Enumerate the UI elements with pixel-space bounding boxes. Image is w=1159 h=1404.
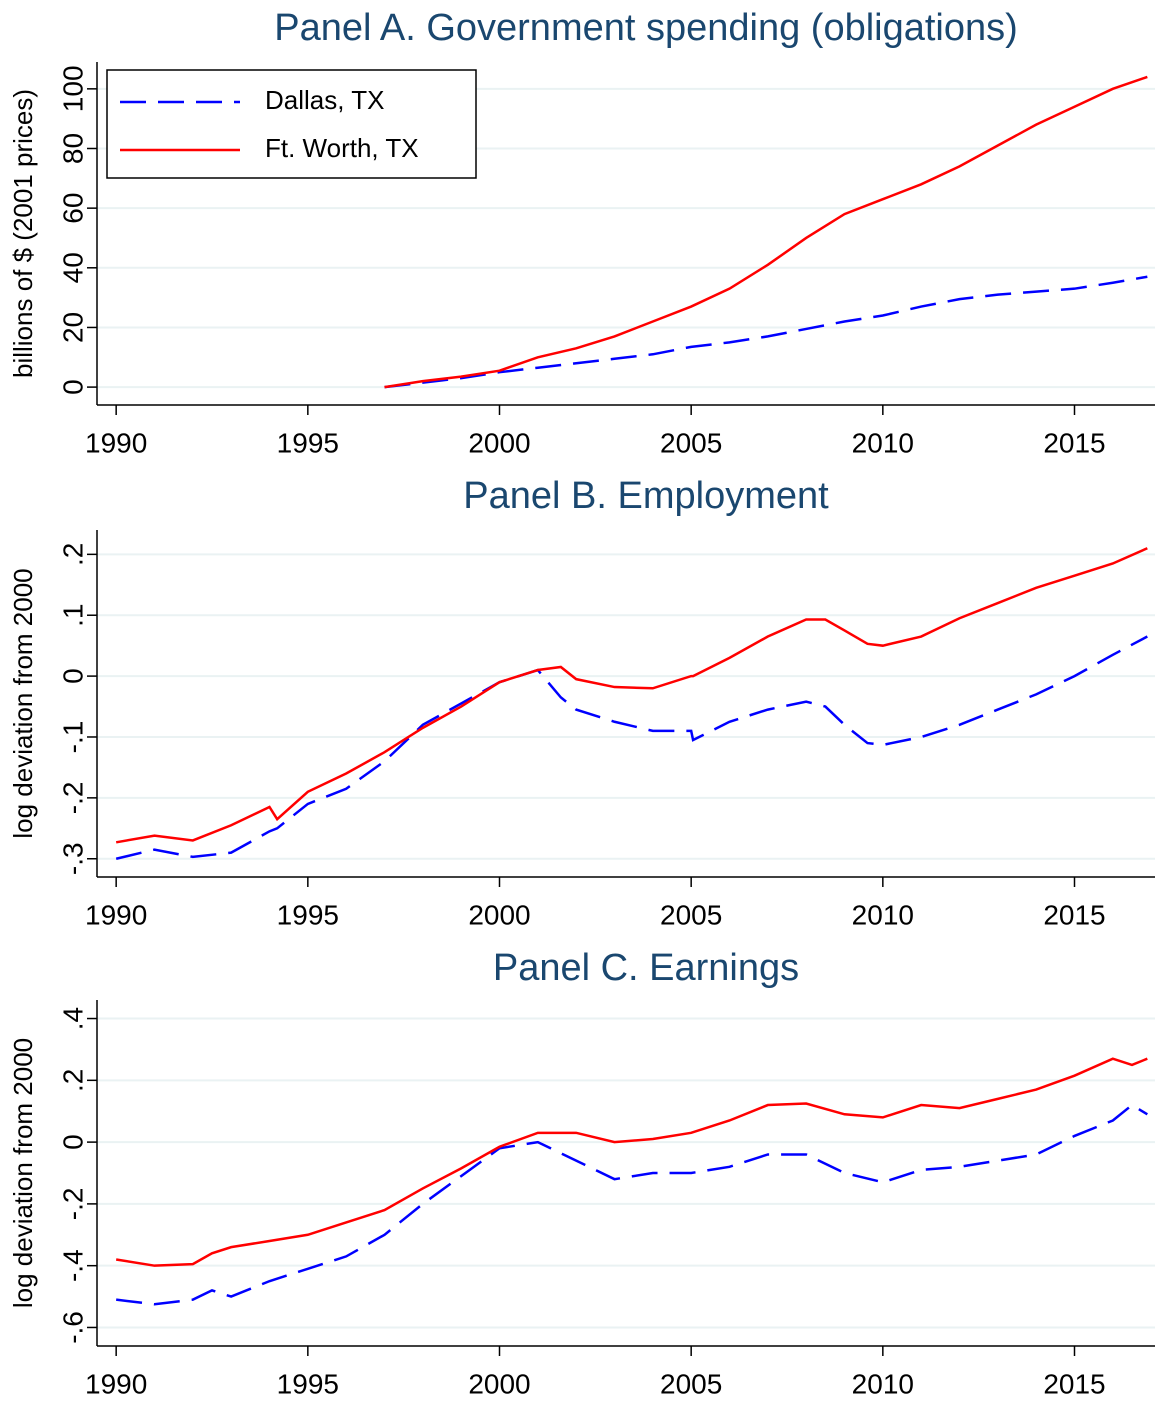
legend-label: Dallas, TX bbox=[265, 85, 384, 115]
series-line bbox=[115, 635, 1148, 860]
y-tick-label: .4 bbox=[57, 1007, 88, 1030]
y-tick-label: -.3 bbox=[57, 842, 88, 875]
y-tick-label: .2 bbox=[57, 543, 88, 566]
series-line bbox=[384, 275, 1148, 389]
y-tick-label: -.2 bbox=[57, 1188, 88, 1221]
x-tick-label: 1995 bbox=[277, 427, 339, 458]
x-tick-label: 1990 bbox=[85, 427, 147, 458]
series-line bbox=[115, 1057, 1148, 1267]
y-tick-label: -.2 bbox=[57, 782, 88, 815]
x-tick-label: 2000 bbox=[468, 427, 530, 458]
y-tick-label: .2 bbox=[57, 1069, 88, 1092]
y-tick-label: 0 bbox=[57, 1134, 88, 1150]
x-tick-label: 2000 bbox=[468, 899, 530, 930]
x-tick-label: 2000 bbox=[468, 1368, 530, 1399]
legend-label: Ft. Worth, TX bbox=[265, 133, 419, 163]
series-line bbox=[384, 75, 1148, 389]
x-tick-label: 1995 bbox=[277, 1368, 339, 1399]
y-tick-label: -.4 bbox=[57, 1249, 88, 1282]
x-tick-label: 1995 bbox=[277, 899, 339, 930]
x-tick-label: 2015 bbox=[1043, 899, 1105, 930]
x-tick-label: 2015 bbox=[1043, 427, 1105, 458]
y-tick-label: 100 bbox=[57, 65, 88, 112]
y-tick-label: 40 bbox=[57, 252, 88, 283]
panel-title: Panel C. Earnings bbox=[493, 947, 799, 989]
y-axis-label: log deviation from 2000 bbox=[8, 1038, 38, 1308]
y-axis-label: billions of $ (2001 prices) bbox=[8, 89, 38, 378]
y-tick-label: .1 bbox=[57, 604, 88, 627]
y-tick-label: 80 bbox=[57, 133, 88, 164]
y-tick-label: -.1 bbox=[57, 721, 88, 754]
x-tick-label: 2005 bbox=[660, 1368, 722, 1399]
x-tick-label: 2005 bbox=[660, 427, 722, 458]
x-tick-label: 1990 bbox=[85, 899, 147, 930]
y-tick-label: 20 bbox=[57, 312, 88, 343]
y-tick-label: -.6 bbox=[57, 1311, 88, 1344]
y-tick-label: 60 bbox=[57, 193, 88, 224]
x-tick-label: 2005 bbox=[660, 899, 722, 930]
panel-title: Panel B. Employment bbox=[463, 475, 829, 517]
x-tick-label: 2010 bbox=[852, 1368, 914, 1399]
x-tick-label: 2010 bbox=[852, 899, 914, 930]
x-tick-label: 2015 bbox=[1043, 1368, 1105, 1399]
legend-box bbox=[106, 69, 477, 179]
panel-title: Panel A. Government spending (obligation… bbox=[274, 7, 1018, 49]
series-line bbox=[115, 547, 1148, 844]
y-axis-label: log deviation from 2000 bbox=[8, 568, 38, 838]
y-tick-label: 0 bbox=[57, 668, 88, 684]
x-tick-label: 2010 bbox=[852, 427, 914, 458]
x-tick-label: 1990 bbox=[85, 1368, 147, 1399]
y-tick-label: 0 bbox=[57, 379, 88, 395]
series-line bbox=[116, 1103, 1148, 1306]
